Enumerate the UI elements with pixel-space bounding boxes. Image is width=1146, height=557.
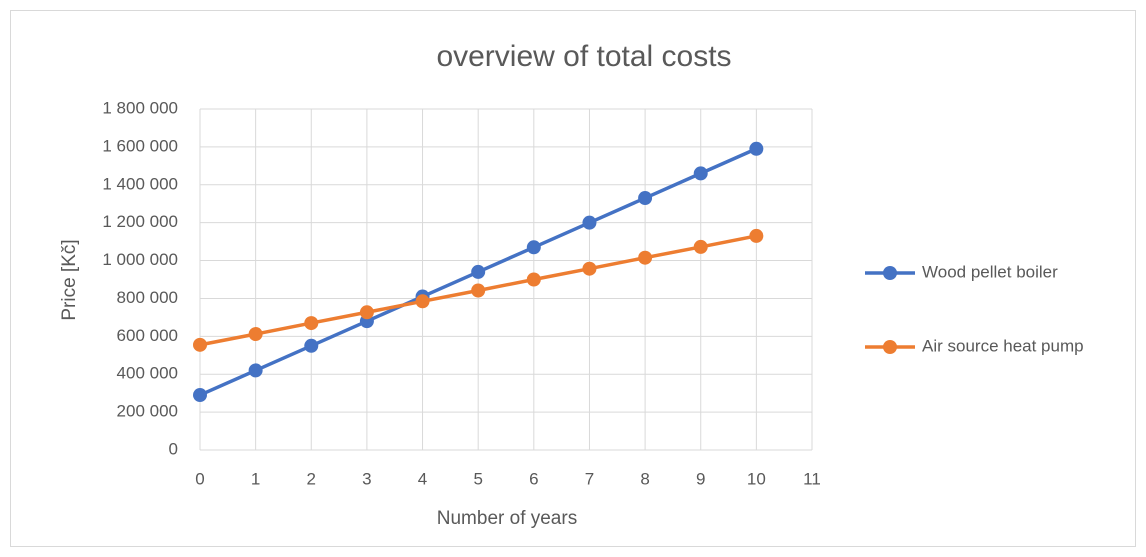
y-tick-label: 1 800 000 [102,98,178,117]
legend-label: Air source heat pump [922,336,1084,355]
data-point [638,191,653,206]
y-tick-label: 400 000 [117,364,178,383]
chart-border [10,10,1136,547]
x-tick-label: 11 [803,469,821,488]
y-axis-label: Price [Kč] [59,239,80,320]
data-point [526,240,541,255]
data-point [248,363,263,378]
data-point [582,215,597,230]
data-point [638,250,653,265]
data-point [526,272,541,287]
x-tick-label: 8 [640,469,649,488]
y-tick-label: 800 000 [117,288,178,307]
legend-marker [883,340,897,354]
x-tick-label: 7 [585,469,594,488]
y-tick-label: 1 000 000 [102,250,178,269]
x-tick-label: 9 [696,469,705,488]
y-tick-label: 1 600 000 [102,136,178,155]
y-tick-label: 200 000 [117,402,178,421]
x-tick-label: 10 [747,469,766,488]
x-tick-label: 6 [529,469,538,488]
y-tick-label: 1 400 000 [102,174,178,193]
data-point [193,337,207,352]
data-point [359,305,374,320]
y-tick-label: 0 [169,439,178,458]
y-tick-label: 1 200 000 [102,212,178,231]
data-point [248,327,263,342]
x-tick-label: 3 [362,469,371,488]
data-point [693,239,708,254]
data-point [304,316,319,331]
x-tick-label: 5 [473,469,482,488]
data-point [304,338,319,353]
x-tick-label: 2 [307,469,316,488]
data-point [749,141,764,156]
data-point [471,283,486,298]
x-tick-label: 0 [195,469,204,488]
x-tick-label: 1 [251,469,260,488]
data-point [471,264,486,279]
data-point [749,228,764,243]
legend-label: Wood pellet boiler [922,262,1058,281]
data-point [193,388,207,403]
x-axis-label: Number of years [437,508,577,529]
y-tick-label: 600 000 [117,326,178,345]
data-point [415,294,430,309]
data-point [582,261,597,276]
data-point [693,166,708,181]
legend-marker [883,266,897,280]
chart-title: overview of total costs [436,40,731,73]
x-tick-label: 4 [418,469,427,488]
